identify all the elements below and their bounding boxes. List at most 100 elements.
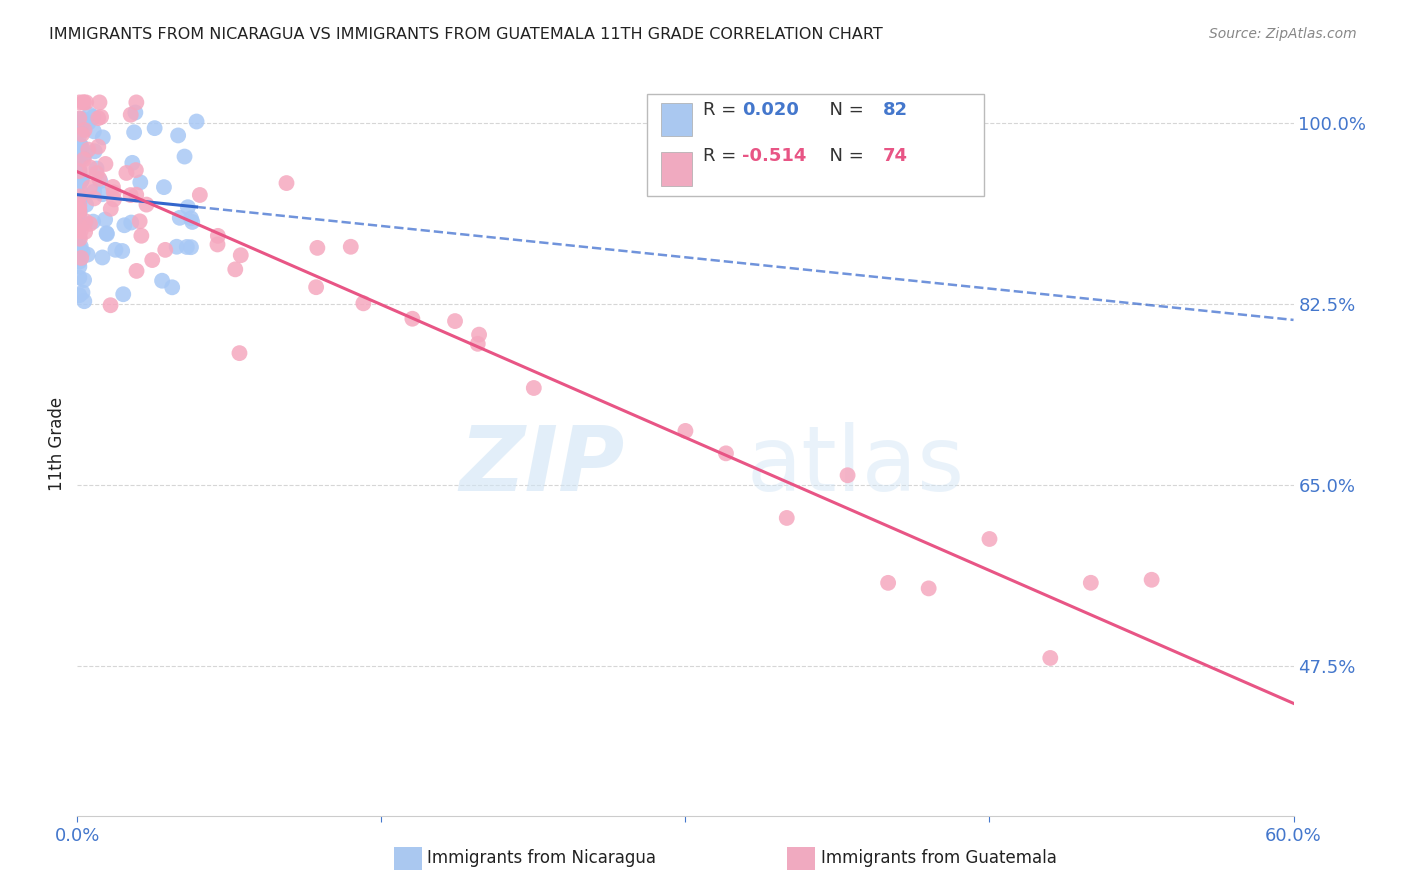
Point [180,240,202,254]
Point [69,119,91,133]
Point [79,161,101,175]
Point [67,241,90,255]
Y-axis label: 11th Grade: 11th Grade [48,397,66,491]
Point [714,446,737,460]
Point [69,224,91,238]
Point [69,184,91,198]
Text: 74: 74 [883,147,908,165]
Point [86,161,108,176]
Point [67,241,90,255]
Point [73,123,96,137]
Point [75,198,97,212]
Point [918,582,941,596]
Point [67,138,90,153]
Point [70,112,93,126]
Point [94,212,117,227]
Point [131,228,153,243]
Point [352,296,374,310]
Point [70,139,93,153]
Point [125,95,148,110]
Point [87,111,110,125]
Point [167,128,190,143]
Point [70,218,93,232]
Point [67,164,90,178]
Text: N =: N = [818,147,870,165]
Text: N =: N = [818,101,870,119]
Point [69,124,91,138]
Point [79,180,101,194]
Point [67,219,90,233]
Point [339,240,361,254]
Point [186,114,208,128]
Point [91,251,114,265]
Point [776,511,799,525]
Point [75,225,97,239]
Point [67,171,90,186]
Point [69,95,91,110]
Point [67,211,90,226]
Point [67,112,90,126]
Text: atlas: atlas [747,422,965,510]
Point [112,219,135,233]
Point [523,381,546,395]
Text: R =: R = [703,101,742,119]
Point [86,166,108,180]
Point [468,327,491,342]
Point [135,197,157,211]
Point [101,180,124,194]
Point [125,163,148,178]
Point [89,174,111,188]
Point [70,128,93,142]
Point [169,211,191,225]
Point [100,202,122,216]
Point [91,187,114,202]
Point [67,270,90,285]
Point [67,260,90,274]
Point [73,147,96,161]
Point [82,214,104,228]
Point [121,156,143,170]
Point [124,105,146,120]
Point [77,143,100,157]
Point [67,219,90,234]
Point [141,253,163,268]
Point [1080,575,1102,590]
Point [150,274,173,288]
Point [155,243,177,257]
Point [166,240,188,254]
Point [181,215,204,229]
Point [67,112,90,126]
Point [73,95,96,110]
Point [176,240,198,254]
Point [1140,573,1163,587]
Point [160,280,183,294]
Text: ZIP: ZIP [460,422,624,510]
Point [72,95,94,110]
Point [228,346,250,360]
Point [837,468,859,483]
Point [91,130,114,145]
Point [79,217,101,231]
Point [67,162,90,177]
Point [100,298,122,312]
Point [120,108,142,122]
Point [1039,651,1062,665]
Point [83,185,105,199]
Point [69,189,91,203]
Point [69,139,91,153]
Point [111,244,134,258]
Point [67,149,90,163]
Point [120,188,142,202]
Text: Immigrants from Guatemala: Immigrants from Guatemala [821,849,1057,867]
Point [67,128,90,143]
Point [70,117,93,131]
Point [75,214,97,228]
Point [75,95,97,110]
Point [89,95,111,110]
Point [143,121,166,136]
Point [115,166,138,180]
Text: R =: R = [703,147,742,165]
Point [67,198,90,212]
Point [73,294,96,309]
Point [305,280,328,294]
